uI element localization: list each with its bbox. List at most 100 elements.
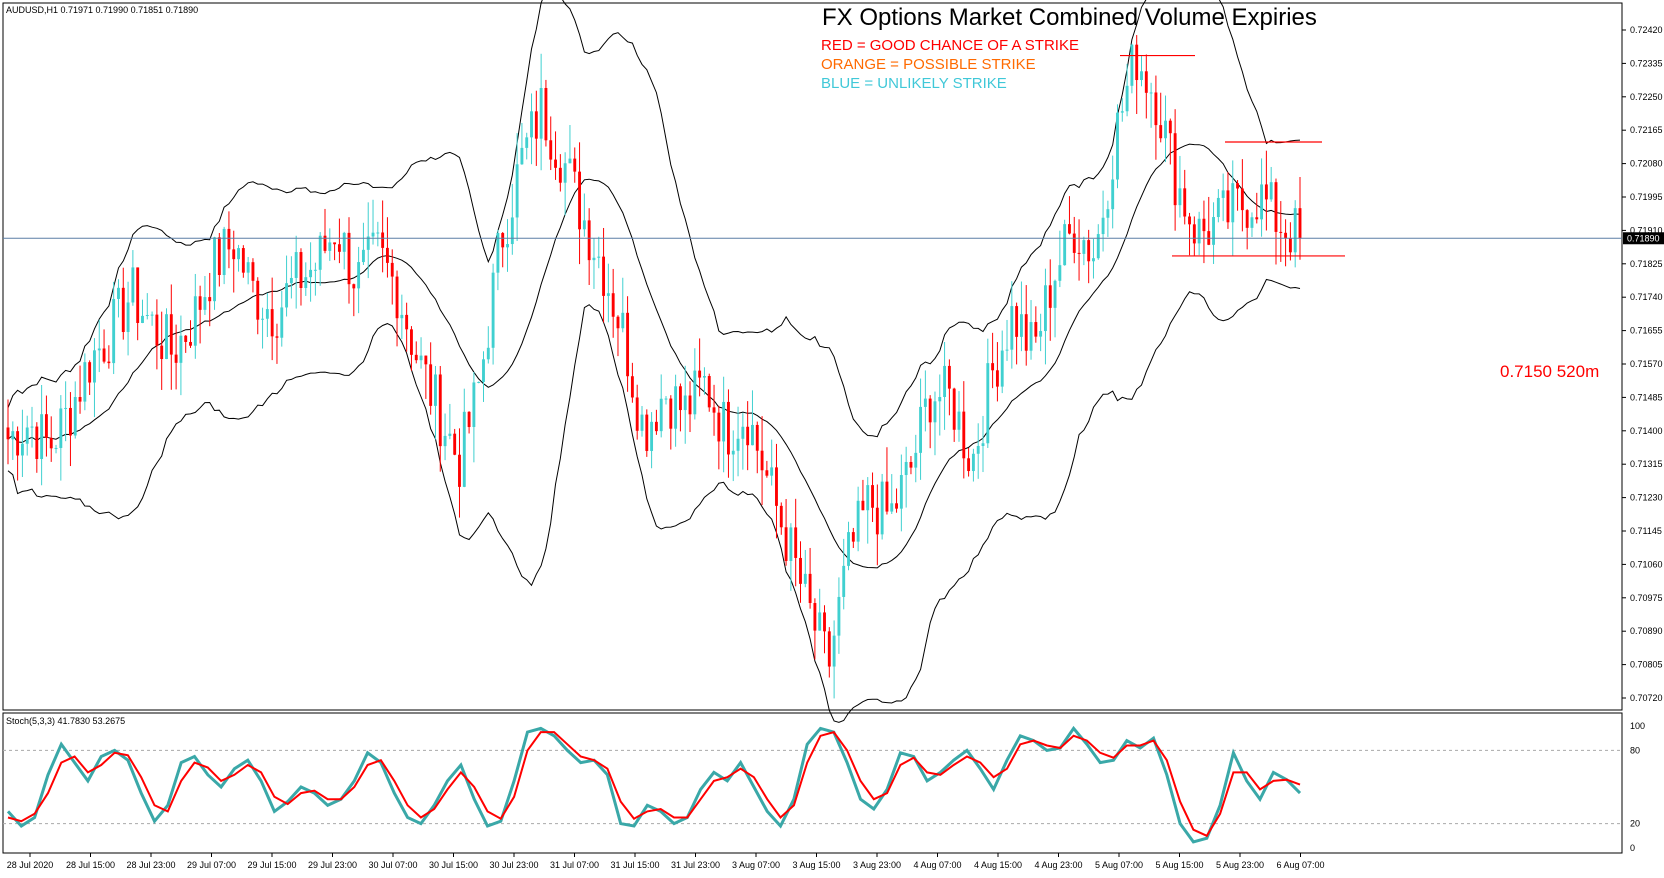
bear-candle bbox=[1087, 240, 1091, 262]
bull-candle bbox=[674, 386, 678, 429]
bear-candle bbox=[1077, 252, 1081, 254]
time-tick-label: 30 Jul 23:00 bbox=[489, 860, 538, 870]
bear-candle bbox=[155, 314, 159, 346]
bear-candle bbox=[160, 345, 164, 360]
bull-candle bbox=[866, 485, 870, 511]
bull-candle bbox=[443, 435, 447, 447]
bear-candle bbox=[107, 361, 111, 364]
bull-candle bbox=[40, 414, 44, 459]
bear-candle bbox=[1015, 306, 1019, 337]
bull-candle bbox=[919, 406, 923, 453]
bull-candle bbox=[957, 411, 961, 430]
bull-candle bbox=[510, 217, 514, 245]
bear-candle bbox=[827, 631, 831, 667]
bear-candle bbox=[467, 411, 471, 428]
bear-candle bbox=[1024, 314, 1028, 351]
bull-candle bbox=[770, 467, 774, 476]
bear-candle bbox=[136, 267, 140, 323]
bull-candle bbox=[313, 269, 317, 271]
bear-candle bbox=[861, 500, 865, 511]
bear-candle bbox=[991, 363, 995, 371]
bull-candle bbox=[496, 233, 500, 273]
bull-candle bbox=[914, 452, 918, 468]
bear-candle bbox=[578, 171, 581, 230]
bull-candle bbox=[1231, 183, 1235, 223]
bull-candle bbox=[20, 443, 24, 456]
bull-candle bbox=[1269, 182, 1273, 200]
bear-candle bbox=[275, 336, 279, 338]
current-price-box bbox=[1623, 232, 1664, 245]
bull-candle bbox=[318, 235, 322, 270]
bull-candle bbox=[1063, 224, 1067, 266]
bear-candle bbox=[414, 354, 418, 361]
bear-candle bbox=[395, 276, 399, 319]
time-tick-label: 6 Aug 07:00 bbox=[1276, 860, 1324, 870]
bear-candle bbox=[799, 557, 802, 584]
bull-candle bbox=[179, 335, 183, 363]
bear-candle bbox=[1068, 224, 1071, 234]
stochastic-label: Stoch(5,3,3) 41.7830 53.2675 bbox=[6, 716, 126, 726]
bear-candle bbox=[1173, 133, 1177, 206]
current-price-label: 0.71890 bbox=[1627, 233, 1660, 243]
bull-candle bbox=[357, 262, 361, 289]
bear-candle bbox=[1298, 208, 1302, 239]
bull-candle bbox=[25, 427, 29, 444]
bear-candle bbox=[1144, 71, 1148, 93]
bull-candle bbox=[141, 315, 144, 323]
bear-candle bbox=[1288, 238, 1292, 253]
bull-candle bbox=[1293, 208, 1297, 253]
bear-candle bbox=[1034, 322, 1038, 337]
time-tick-label: 3 Aug 15:00 bbox=[792, 860, 840, 870]
bear-candle bbox=[558, 167, 562, 183]
bull-candle bbox=[73, 397, 77, 436]
time-tick-label: 28 Jul 2020 bbox=[7, 860, 54, 870]
bull-candle bbox=[419, 355, 423, 361]
bear-candle bbox=[381, 232, 385, 248]
bull-candle bbox=[361, 249, 365, 263]
bear-candle bbox=[669, 398, 673, 429]
bull-candle bbox=[486, 347, 490, 360]
bull-candle bbox=[530, 111, 533, 138]
bear-candle bbox=[16, 431, 20, 456]
bull-candle bbox=[890, 503, 894, 512]
bull-candle bbox=[525, 137, 529, 148]
bear-candle bbox=[49, 437, 53, 449]
bear-candle bbox=[1202, 218, 1206, 232]
bull-candle bbox=[11, 431, 15, 440]
bear-candle bbox=[256, 280, 260, 320]
bull-candle bbox=[856, 500, 860, 542]
bear-candle bbox=[928, 398, 932, 423]
bull-candle bbox=[237, 248, 240, 260]
bull-candle bbox=[539, 88, 543, 139]
bull-candle bbox=[309, 269, 313, 278]
bull-candle bbox=[1125, 85, 1129, 112]
bear-candle bbox=[1279, 231, 1283, 233]
bull-candle bbox=[1010, 306, 1014, 350]
bull-candle bbox=[1260, 184, 1264, 220]
bull-candle bbox=[1116, 112, 1119, 180]
chart-title: FX Options Market Combined Volume Expiri… bbox=[822, 4, 1317, 31]
bear-candle bbox=[549, 140, 553, 160]
bear-candle bbox=[813, 603, 817, 631]
bull-candle bbox=[54, 447, 58, 449]
price-tick-label: 0.72335 bbox=[1630, 58, 1663, 68]
bear-candle bbox=[909, 461, 913, 468]
bull-candle bbox=[1120, 111, 1124, 113]
bear-candle bbox=[88, 362, 92, 383]
bear-candle bbox=[1236, 183, 1240, 189]
bull-candle bbox=[145, 314, 149, 316]
bull-candle bbox=[83, 362, 87, 402]
bull-candle bbox=[842, 565, 846, 597]
bull-candle bbox=[803, 573, 807, 584]
bear-candle bbox=[438, 374, 442, 447]
time-tick-label: 30 Jul 07:00 bbox=[368, 860, 417, 870]
strike-annotation: 0.7150 520m bbox=[1500, 362, 1600, 381]
bull-candle bbox=[328, 242, 332, 251]
bull-candle bbox=[640, 414, 644, 431]
bull-candle bbox=[64, 407, 68, 409]
symbol-info: AUDUSD,H1 0.71971 0.71990 0.71851 0.7189… bbox=[6, 5, 199, 15]
bull-candle bbox=[150, 314, 154, 316]
bear-candle bbox=[102, 348, 106, 362]
bull-candle bbox=[1250, 217, 1254, 228]
